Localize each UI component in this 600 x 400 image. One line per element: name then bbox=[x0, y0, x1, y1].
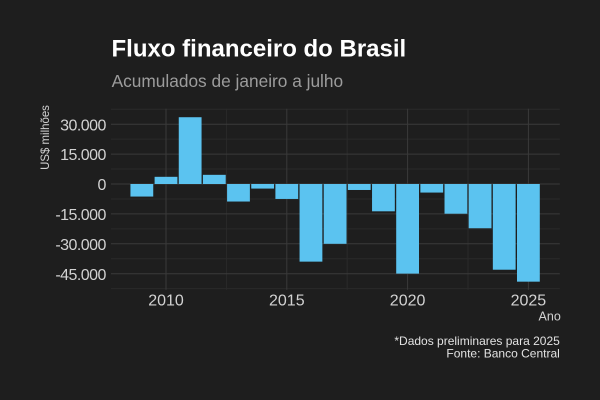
svg-text:Fluxo financeiro do Brasil: Fluxo financeiro do Brasil bbox=[112, 36, 407, 63]
svg-text:2015: 2015 bbox=[269, 293, 305, 310]
svg-text:Acumulados de janeiro a julho: Acumulados de janeiro a julho bbox=[112, 71, 344, 91]
svg-text:2020: 2020 bbox=[390, 293, 426, 310]
svg-text:30.000: 30.000 bbox=[60, 117, 106, 134]
svg-text:0: 0 bbox=[97, 177, 106, 194]
svg-text:Fonte: Banco Central: Fonte: Banco Central bbox=[446, 347, 559, 361]
svg-text:2025: 2025 bbox=[511, 293, 547, 310]
svg-text:-30.000: -30.000 bbox=[55, 237, 106, 254]
svg-text:2010: 2010 bbox=[148, 293, 184, 310]
svg-text:US$ milhões: US$ milhões bbox=[38, 105, 52, 170]
svg-text:Ano: Ano bbox=[539, 310, 561, 324]
svg-text:15.000: 15.000 bbox=[60, 147, 106, 164]
svg-text:-15.000: -15.000 bbox=[55, 207, 106, 224]
svg-text:-45.000: -45.000 bbox=[55, 267, 106, 284]
svg-text:*Dados preliminares para 2025: *Dados preliminares para 2025 bbox=[394, 334, 560, 348]
